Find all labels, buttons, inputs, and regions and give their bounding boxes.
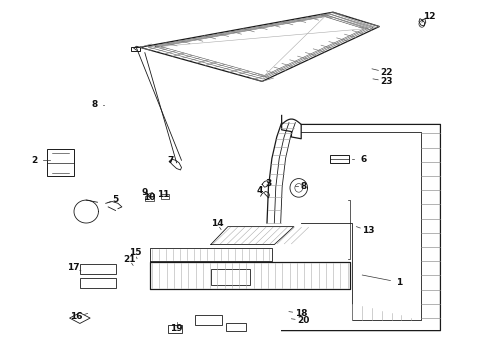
Text: 6: 6 [360,155,367,164]
Bar [80,278,117,288]
Text: 19: 19 [171,324,183,333]
Bar [168,325,182,333]
Text: 2: 2 [31,156,37,165]
Text: 12: 12 [423,12,436,21]
Bar [80,264,117,274]
Bar [161,194,169,199]
Text: 3: 3 [265,179,271,188]
Bar [131,46,140,51]
Text: 18: 18 [295,309,307,318]
Text: 17: 17 [67,264,79,273]
Text: 13: 13 [362,226,374,235]
Text: 23: 23 [380,77,393,86]
Text: 7: 7 [168,156,174,165]
Text: 4: 4 [256,185,263,194]
Text: 14: 14 [211,219,223,228]
Text: 1: 1 [396,278,402,287]
Text: 16: 16 [70,312,83,321]
Text: 20: 20 [297,316,310,325]
Bar [47,149,74,176]
Bar [226,323,246,331]
Text: 15: 15 [129,248,141,257]
Text: 22: 22 [380,68,393,77]
Bar [146,197,154,201]
Text: 8: 8 [300,181,307,190]
Bar [330,155,348,163]
Bar [195,315,222,325]
Text: 10: 10 [143,193,155,202]
Text: 11: 11 [157,190,170,199]
Bar [211,269,250,285]
Text: 21: 21 [123,255,135,264]
Text: 9: 9 [142,188,148,197]
Text: 8: 8 [92,100,98,109]
Text: 5: 5 [112,195,119,204]
